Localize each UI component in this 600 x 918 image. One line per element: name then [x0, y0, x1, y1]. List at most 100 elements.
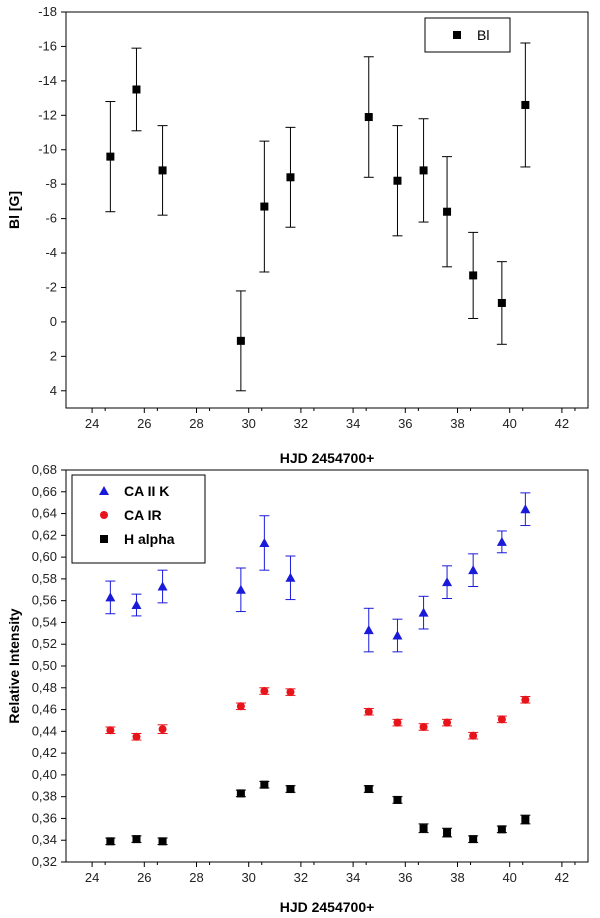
data-point — [442, 577, 453, 587]
legend: CA II K CA IR H alpha — [71, 474, 206, 564]
y-tick-label: 4 — [50, 383, 57, 398]
y-tick-label: 0,66 — [32, 484, 57, 499]
series-h-alpha — [105, 780, 531, 846]
legend-label: Bl — [477, 27, 489, 43]
data-point — [106, 837, 115, 846]
x-axis-label: HJD 2454700+ — [280, 899, 375, 915]
x-tick-label: 30 — [241, 870, 255, 885]
x-axis-label: HJD 2454700+ — [280, 450, 375, 466]
y-tick-label: 0,46 — [32, 702, 57, 717]
data-point — [496, 536, 507, 546]
data-point — [419, 722, 428, 731]
x-tick-label: 24 — [85, 416, 99, 431]
y-tick-label: 0,60 — [32, 549, 57, 564]
series-ca-ir — [105, 687, 531, 741]
data-point — [131, 600, 142, 610]
data-point — [260, 687, 269, 696]
y-tick-label: 2 — [50, 348, 57, 363]
data-point — [418, 607, 429, 617]
y-tick-label: -6 — [45, 211, 57, 226]
data-point — [469, 835, 478, 844]
x-tick-label: 38 — [450, 416, 464, 431]
data-point — [364, 785, 373, 794]
y-tick-label: 0,50 — [32, 658, 57, 673]
data-point — [106, 152, 115, 161]
y-tick-label: -8 — [45, 176, 57, 191]
data-point — [469, 271, 478, 280]
data-point — [132, 85, 141, 94]
top-panel-bl: 24 26 28 30 32 34 36 38 40 42420-2-4-6-8-10-12-14… — [6, 4, 589, 466]
y-tick-label: 0,44 — [32, 723, 57, 738]
data-point — [468, 565, 479, 575]
data-point — [521, 815, 530, 824]
y-tick-label: 0,40 — [32, 767, 57, 782]
x-tick-label: 24 — [85, 870, 99, 885]
y-tick-label: 0,54 — [32, 614, 57, 629]
legend-label: H alpha — [124, 531, 175, 547]
plot-frame — [65, 11, 589, 409]
legend-marker — [453, 31, 461, 39]
data-point — [236, 789, 245, 798]
y-tick-label: -12 — [38, 107, 57, 122]
x-tick-label: 32 — [294, 416, 308, 431]
x-tick-label: 34 — [346, 870, 360, 885]
data-point — [443, 207, 452, 216]
y-tick-label: 0,36 — [32, 810, 57, 825]
legend-box — [424, 17, 511, 53]
y-tick-label: 0,64 — [32, 506, 57, 521]
y-tick-label: 0,56 — [32, 593, 57, 608]
x-tick-label: 30 — [241, 416, 255, 431]
data-point — [521, 100, 530, 109]
x-tick-label: 42 — [555, 416, 569, 431]
y-tick-label: 0,68 — [32, 462, 57, 477]
data-point — [286, 173, 295, 182]
y-axis-label: Relative Intensity — [6, 608, 22, 723]
data-point — [497, 298, 506, 307]
data-point — [259, 537, 270, 547]
series-bl — [105, 42, 531, 392]
legend-box — [71, 474, 206, 564]
data-point — [443, 718, 452, 727]
y-tick-label: -2 — [45, 279, 57, 294]
y-tick-label: 0,52 — [32, 636, 57, 651]
y-tick-label: 0,62 — [32, 527, 57, 542]
legend-marker — [100, 535, 108, 543]
data-point — [132, 835, 141, 844]
data-point — [132, 732, 141, 741]
y-tick-label: 0,58 — [32, 571, 57, 586]
x-tick-label: 40 — [502, 416, 516, 431]
legend-marker — [100, 511, 108, 519]
data-point — [364, 113, 373, 122]
y-tick-label: -10 — [38, 142, 57, 157]
y-tick-label: 0 — [50, 314, 57, 329]
y-tick-label: 0,42 — [32, 745, 57, 760]
x-tick-label: 26 — [137, 870, 151, 885]
data-point — [419, 824, 428, 833]
series-ca-ii-k — [105, 492, 531, 653]
y-tick-label: 0,32 — [32, 854, 57, 869]
y-tick-label: -4 — [45, 245, 57, 260]
data-point — [393, 718, 402, 727]
legend: Bl — [424, 17, 511, 53]
data-point — [286, 785, 295, 794]
bottom-panel-relative-intensity: 24 26 28 30 32 34 36 38 40 42 0,32 0,34 0,36 0,38 0,40… — [6, 462, 589, 915]
data-point — [364, 707, 373, 716]
x-tick-label: 38 — [450, 870, 464, 885]
x-tick-label: 28 — [189, 416, 203, 431]
data-point — [497, 825, 506, 834]
data-point — [158, 725, 167, 734]
x-tick-label: 26 — [137, 416, 151, 431]
data-point — [157, 581, 168, 591]
y-axis-label: Bl [G] — [6, 191, 22, 229]
y-tick-label: -18 — [38, 4, 57, 19]
data-point — [393, 176, 402, 185]
data-point — [520, 504, 531, 514]
data-point — [393, 795, 402, 804]
data-point — [419, 166, 428, 175]
y-tick-label: 0,48 — [32, 680, 57, 695]
legend-marker — [99, 486, 109, 495]
y-tick-label: 0,34 — [32, 832, 57, 847]
x-tick-label: 36 — [398, 416, 412, 431]
data-point — [285, 572, 296, 582]
